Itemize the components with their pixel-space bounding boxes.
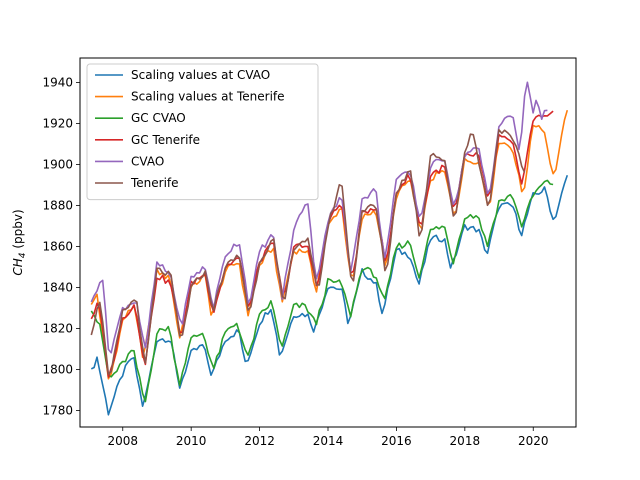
y-tick-label: 1940 [42,76,73,90]
legend-label: CVAO [131,154,164,168]
series-line-3 [90,110,554,378]
y-tick-label: 1800 [42,363,73,377]
y-axis: 1780 1800 1820 1840 1860 1880 1900 1920 1940 [42,76,80,418]
y-tick-label: 1920 [42,117,73,131]
legend: Scaling values at CVAO Scaling values at … [86,63,319,201]
legend-label: Tenerife [130,176,179,190]
x-tick-label: 2008 [107,434,138,448]
x-tick-label: 2012 [244,434,275,448]
legend-label: GC CVAO [131,111,186,125]
x-tick-label: 2018 [450,434,481,448]
series-line-2 [90,179,554,403]
legend-label: Scaling values at Tenerife [131,90,285,104]
y-tick-label: 1880 [42,199,73,213]
y-tick-label: 1820 [42,322,73,336]
x-axis: 2008 2010 2012 2014 2016 2018 2020 [107,427,549,448]
x-tick-label: 2010 [176,434,207,448]
legend-label: Scaling values at CVAO [131,68,270,82]
y-tick-label: 1840 [42,281,73,295]
legend-box [86,63,319,201]
y-tick-label: 1860 [42,240,73,254]
series-layer [90,81,569,416]
x-tick-label: 2016 [381,434,412,448]
x-tick-label: 2014 [313,434,344,448]
legend-label: GC Tenerife [131,133,200,147]
y-tick-label: 1780 [42,404,73,418]
x-tick-label: 2020 [518,434,549,448]
series-line-5 [90,129,526,375]
y-tick-label: 1900 [42,158,73,172]
y-axis-label: CH4 (ppbv) [11,209,28,275]
series-line-0 [90,174,569,416]
